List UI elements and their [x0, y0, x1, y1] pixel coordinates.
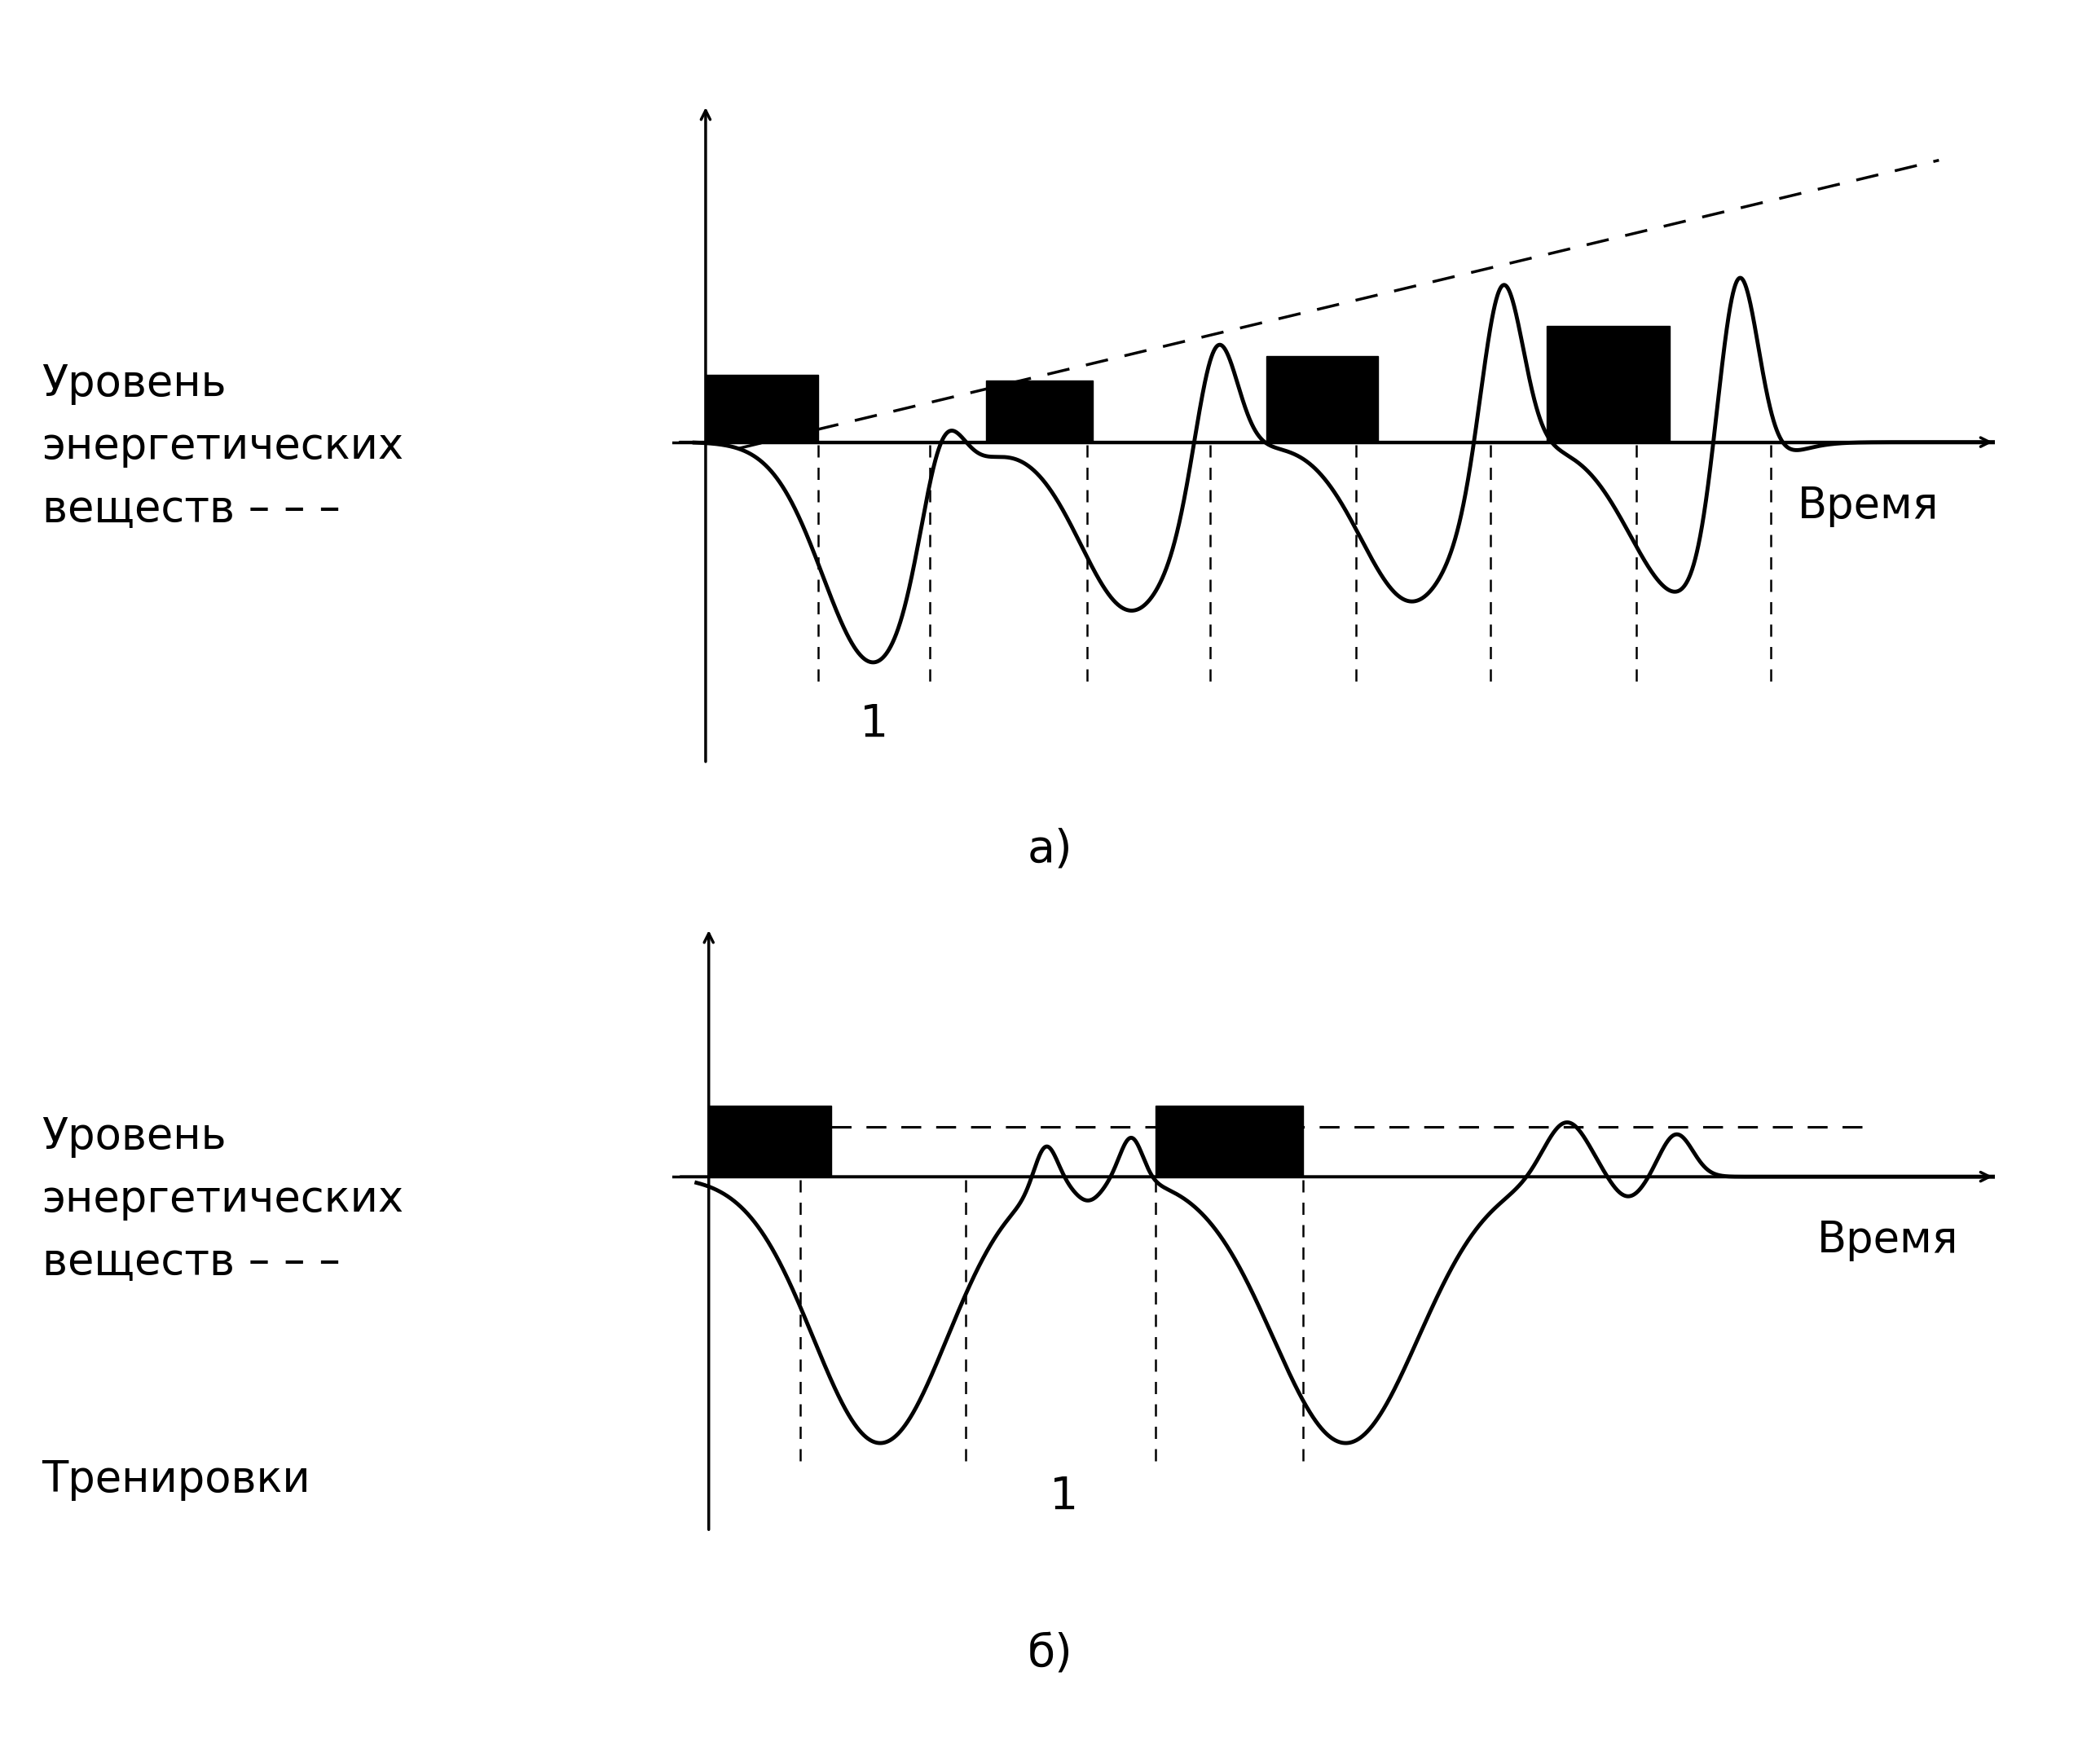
Text: 1: 1: [1050, 1474, 1079, 1518]
Text: 1: 1: [859, 702, 888, 746]
Bar: [1266, 357, 1378, 441]
Bar: [1546, 326, 1670, 441]
Bar: [706, 375, 817, 441]
Text: а): а): [1027, 826, 1073, 872]
Text: Время: Время: [1798, 485, 1938, 527]
Text: Тренировки: Тренировки: [42, 1459, 311, 1501]
Text: Уровень
энергетических
веществ – – –: Уровень энергетических веществ – – –: [42, 362, 403, 531]
Text: Уровень
энергетических
веществ – – –: Уровень энергетических веществ – – –: [42, 1115, 403, 1283]
Text: Время: Время: [1817, 1219, 1957, 1262]
Text: б): б): [1027, 1632, 1073, 1677]
Bar: [985, 382, 1092, 441]
Bar: [1155, 1105, 1302, 1177]
Bar: [708, 1105, 832, 1177]
